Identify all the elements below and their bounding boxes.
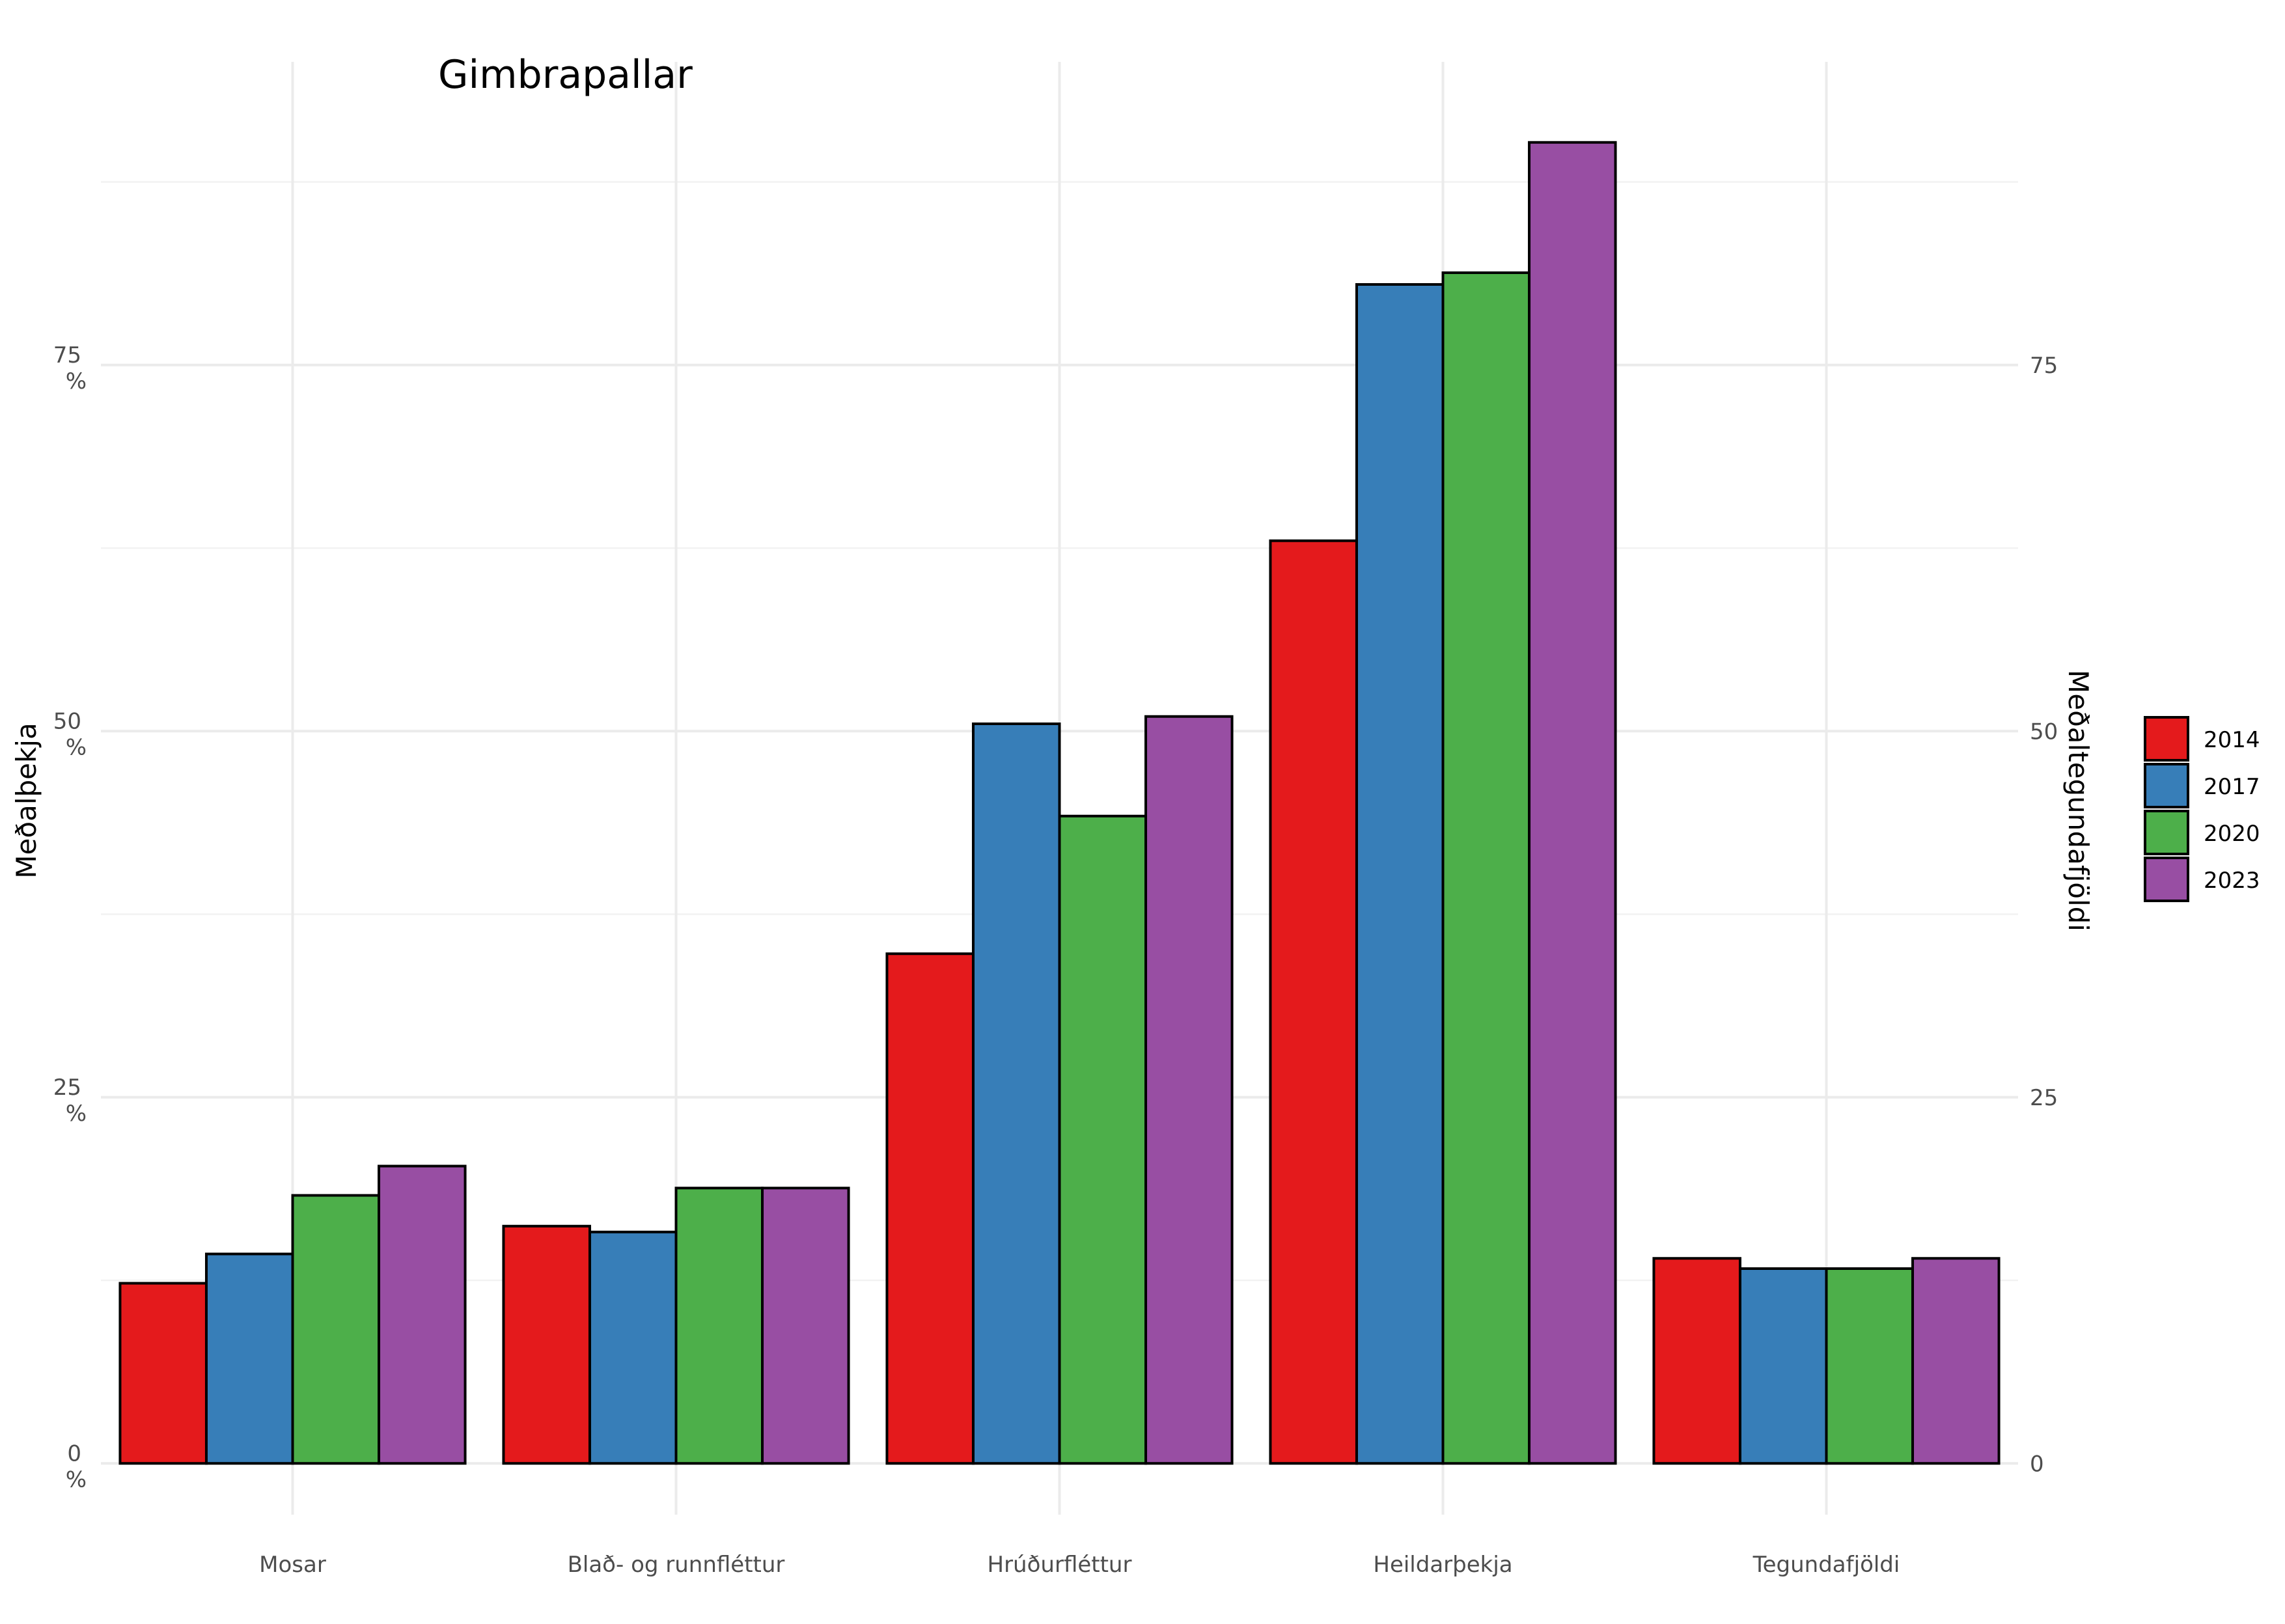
legend-key-2014: [2144, 716, 2189, 762]
bar-2017-3: [1355, 283, 1445, 1465]
legend-label: 2023: [2204, 868, 2260, 894]
x-axis-ticks: Mosar Blað- og runnfléttur Hrúðurfléttur He…: [259, 1552, 1900, 1578]
bar-2020-1: [674, 1187, 764, 1465]
y2-axis-title: Meðaltegundafjöldi: [2062, 670, 2094, 931]
legend-label: 2020: [2204, 821, 2260, 847]
bar-2017-0: [204, 1252, 294, 1465]
bar-2014-2: [885, 952, 975, 1465]
bar-2023-1: [761, 1187, 850, 1465]
y-tick-unit: %: [66, 368, 87, 394]
y-axis-left-ticks: 0%25%50%75%: [53, 342, 87, 1493]
bar-2020-4: [1825, 1267, 1915, 1465]
bar-2020-3: [1441, 271, 1531, 1465]
x-tick-label: Hrúðurfléttur: [988, 1552, 1132, 1578]
bar-2014-0: [118, 1282, 208, 1465]
legend-label: 2017: [2204, 774, 2260, 800]
bar-2017-2: [971, 723, 1061, 1465]
y-tick-label: 25: [53, 1075, 81, 1101]
legend-key-2020: [2144, 810, 2189, 855]
bar-2014-4: [1652, 1257, 1741, 1465]
y-axis-right-ticks: 0 25 50 75: [2030, 353, 2058, 1478]
legend: 2014 2017 2020 2023: [2144, 716, 2260, 902]
bar-2017-1: [588, 1230, 678, 1465]
y-tick-label: 50: [53, 708, 81, 734]
legend-key-2023: [2144, 857, 2189, 902]
y2-tick-label: 25: [2030, 1085, 2058, 1111]
y2-tick-label: 0: [2030, 1451, 2044, 1477]
y-tick-unit: %: [66, 1466, 87, 1493]
bar-2014-3: [1269, 539, 1358, 1465]
bars: [118, 141, 2001, 1465]
bar-2020-2: [1058, 814, 1148, 1465]
bar-2020-0: [291, 1194, 381, 1465]
bar-2023-0: [378, 1164, 467, 1465]
y-tick-unit: %: [66, 1101, 87, 1127]
x-tick-label: Tegundafjöldi: [1752, 1552, 1900, 1578]
y-tick-label: 75: [53, 342, 81, 368]
bar-2017-4: [1738, 1267, 1828, 1465]
bar-2023-2: [1144, 715, 1234, 1465]
chart-title: Gimbrapallar: [438, 52, 693, 98]
x-tick-label: Blað- og runnfléttur: [568, 1552, 785, 1578]
bar-2023-4: [1911, 1257, 2001, 1465]
bar-2023-3: [1528, 141, 1617, 1465]
y-tick-unit: %: [66, 734, 87, 760]
legend-label: 2014: [2204, 727, 2260, 753]
bar-2014-1: [502, 1224, 591, 1465]
y-tick-label: 0: [67, 1440, 81, 1466]
x-tick-label: Mosar: [259, 1552, 326, 1578]
y-axis-title: Meðalþekja: [10, 723, 42, 878]
y2-tick-label: 50: [2030, 719, 2058, 745]
x-tick-label: Heildarþekja: [1373, 1552, 1512, 1578]
legend-key-2017: [2144, 763, 2189, 808]
y2-tick-label: 75: [2030, 353, 2058, 379]
